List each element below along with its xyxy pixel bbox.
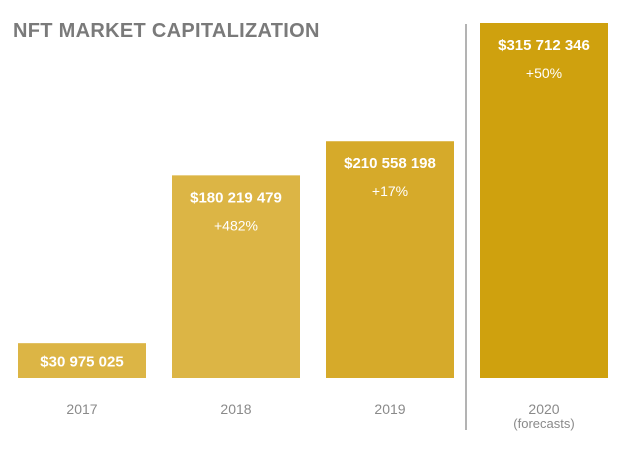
bar-2017 bbox=[18, 343, 146, 378]
change-label-2018: +482% bbox=[214, 217, 258, 233]
value-label-2020: $315 712 346 bbox=[498, 37, 590, 54]
category-label-2017: 2017 bbox=[66, 401, 97, 417]
value-label-2018: $180 219 479 bbox=[190, 189, 282, 206]
bar-2019 bbox=[326, 141, 454, 378]
category-label-2018: 2018 bbox=[220, 401, 251, 417]
chart-title: NFT MARKET CAPITALIZATION bbox=[13, 20, 320, 42]
bar-2018 bbox=[172, 175, 300, 378]
value-label-2017: $30 975 025 bbox=[40, 354, 123, 371]
category-label-2019: 2019 bbox=[374, 401, 405, 417]
category-note-2020: (forecasts) bbox=[513, 416, 574, 431]
category-label-2020: 2020 bbox=[528, 401, 559, 417]
value-label-2019: $210 558 198 bbox=[344, 155, 436, 172]
change-label-2020: +50% bbox=[526, 65, 562, 81]
bar-2020 bbox=[480, 23, 608, 378]
change-label-2019: +17% bbox=[372, 183, 408, 199]
